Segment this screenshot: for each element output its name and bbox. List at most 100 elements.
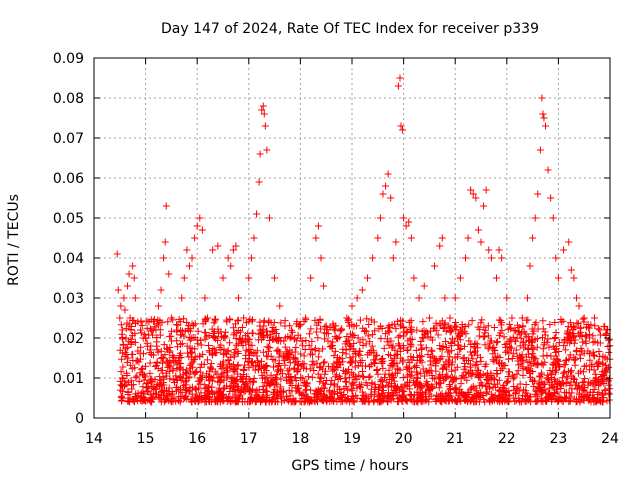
data-point [467, 385, 475, 393]
data-point [203, 356, 211, 364]
data-point [554, 396, 562, 404]
data-point [299, 342, 307, 350]
data-point [490, 343, 498, 351]
data-point [416, 380, 424, 388]
data-point [175, 315, 183, 323]
data-point [233, 383, 241, 391]
data-point [527, 342, 535, 350]
data-point [131, 294, 139, 302]
data-point [224, 364, 232, 372]
data-point [417, 384, 425, 392]
data-point [347, 385, 355, 393]
data-point [272, 379, 280, 387]
data-point [164, 318, 172, 326]
data-point [291, 354, 299, 362]
data-point [186, 386, 194, 394]
data-point [500, 333, 508, 341]
data-point [341, 340, 349, 348]
data-point [234, 317, 242, 325]
data-point [131, 398, 139, 406]
data-point [460, 354, 468, 362]
data-point [596, 326, 604, 334]
data-point [529, 330, 537, 338]
data-point [586, 356, 594, 364]
data-point [496, 354, 504, 362]
data-point [221, 332, 229, 340]
data-point [508, 355, 516, 363]
data-point [533, 335, 541, 343]
data-point [147, 378, 155, 386]
data-point [286, 379, 294, 387]
data-point [258, 371, 266, 379]
data-point [291, 374, 299, 382]
data-point [249, 385, 257, 393]
data-point [502, 343, 510, 351]
data-point [457, 330, 465, 338]
data-point [540, 114, 548, 122]
data-point [575, 302, 583, 310]
data-point [161, 392, 169, 400]
data-point [260, 318, 268, 326]
data-point [365, 320, 373, 328]
data-point [117, 302, 125, 310]
data-point [219, 397, 227, 405]
data-point [530, 382, 538, 390]
data-point [246, 351, 254, 359]
data-point [208, 325, 216, 333]
data-point [579, 368, 587, 376]
data-point [438, 353, 446, 361]
data-point [247, 393, 255, 401]
data-point [255, 363, 263, 371]
data-point [482, 360, 490, 368]
data-point [305, 398, 313, 406]
data-point [477, 357, 485, 365]
data-point [248, 341, 256, 349]
data-point [302, 337, 310, 345]
data-point [383, 378, 391, 386]
data-point [306, 330, 314, 338]
data-point [418, 344, 426, 352]
data-point [255, 178, 263, 186]
data-point [180, 274, 188, 282]
data-point [208, 377, 216, 385]
data-point [554, 397, 562, 405]
data-point [564, 367, 572, 375]
data-point [396, 332, 404, 340]
data-point [367, 390, 375, 398]
data-point [234, 340, 242, 348]
data-point [300, 392, 308, 400]
data-point [385, 389, 393, 397]
data-point [143, 387, 151, 395]
data-point [441, 294, 449, 302]
data-point [192, 367, 200, 375]
data-point [217, 328, 225, 336]
data-point [226, 383, 234, 391]
data-point [403, 363, 411, 371]
data-point [343, 397, 351, 405]
data-point [159, 359, 167, 367]
data-point [503, 340, 511, 348]
data-point [510, 350, 518, 358]
data-point [519, 323, 527, 331]
data-point [214, 242, 222, 250]
data-point [120, 294, 128, 302]
data-point [407, 234, 415, 242]
data-point [183, 342, 191, 350]
data-point [157, 377, 165, 385]
data-point [275, 333, 283, 341]
data-point [321, 358, 329, 366]
data-point [224, 372, 232, 380]
data-point [138, 321, 146, 329]
data-point [402, 222, 410, 230]
data-point [370, 398, 378, 406]
data-point [487, 254, 495, 262]
data-point [215, 395, 223, 403]
data-point [229, 324, 237, 332]
data-point [345, 373, 353, 381]
data-point [312, 390, 320, 398]
data-point [407, 352, 415, 360]
data-point [580, 378, 588, 386]
data-point [213, 370, 221, 378]
data-point [519, 365, 527, 373]
data-point [343, 314, 351, 322]
